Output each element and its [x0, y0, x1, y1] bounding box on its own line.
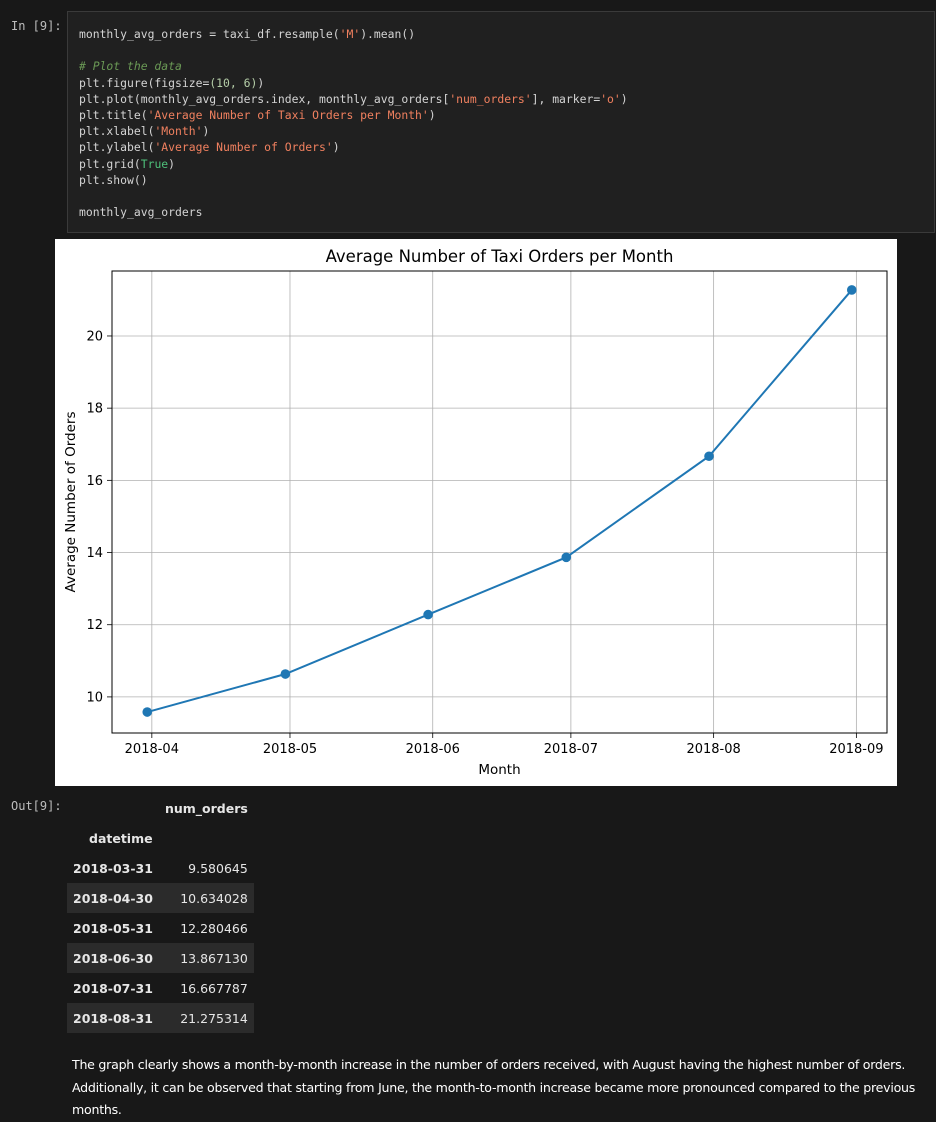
row-index: 2018-05-31 [73, 920, 153, 936]
row-value: 12.280466 [180, 920, 248, 936]
code-token: 'num_orders' [449, 91, 532, 106]
table-row: 2018-08-31 21.275314 [67, 1003, 254, 1033]
data-point [846, 285, 857, 295]
code-line: plt.grid(True) [79, 156, 628, 172]
chart-title: Average Number of Taxi Orders per Month [326, 247, 674, 266]
table-row: 2018-07-31 16.667787 [67, 973, 254, 1003]
row-index: 2018-07-31 [73, 980, 153, 996]
code-token: 'M' [339, 27, 361, 41]
row-value: 21.275314 [158, 1003, 254, 1033]
code-line: plt.title('Average Number of Taxi Orders… [79, 107, 628, 123]
line-chart: 10 12 14 16 18 20 2018-04 2018-05 2018-06 2018-07… [63, 247, 888, 778]
row-index: 2018-04-30 [67, 883, 159, 913]
x-tick-label: 2018-04 [125, 742, 179, 757]
code-token: 'Month' [154, 124, 203, 139]
plot-output: 10 12 14 16 18 20 2018-04 2018-05 2018-06 2018-07… [55, 239, 897, 786]
code-token: plt.figure(figsize= [79, 75, 210, 90]
dataframe-output: num_orders datetime 2018-03-31 9.580645 20… [67, 793, 254, 1033]
x-tick-label: 2018-08 [686, 742, 740, 757]
dataframe-body: 2018-03-31 9.580645 2018-04-30 10.634028 201… [67, 853, 254, 1033]
code-token: ) [168, 156, 176, 171]
y-tick-label: 14 [86, 546, 103, 561]
index-name-datetime: datetime [89, 830, 153, 846]
empty-header-cell [159, 823, 254, 853]
data-point [280, 669, 291, 679]
x-tick-label: 2018-07 [544, 742, 598, 757]
code-token: ) [257, 75, 265, 90]
code-line: plt.plot(monthly_avg_orders.index, month… [79, 91, 628, 107]
output-prompt: Out[9]: [11, 799, 62, 813]
data-point [142, 707, 153, 717]
data-point [704, 451, 714, 462]
x-tick-label: 2018-05 [263, 742, 317, 757]
column-header-num-orders: num_orders [164, 800, 248, 816]
code-token: plt.grid( [79, 156, 141, 171]
row-index: 2018-03-31 [73, 860, 153, 876]
code-line: plt.ylabel('Average Number of Orders') [79, 139, 628, 155]
code-token: True [140, 156, 169, 171]
plot-frame [111, 270, 888, 734]
code-line: plt.figure(figsize=(10, 6)) [79, 75, 628, 91]
table-row: 2018-03-31 9.580645 [67, 853, 254, 883]
data-point [561, 552, 572, 563]
row-value: 10.634028 [158, 883, 254, 913]
table-row: 2018-05-31 12.280466 [67, 913, 254, 943]
y-tick-label: 10 [86, 690, 103, 705]
row-value: 9.580645 [188, 860, 248, 876]
code-line: monthly_avg_orders [79, 204, 628, 220]
row-value: 13.867130 [158, 943, 254, 973]
code-token: plt.ylabel( [79, 140, 155, 155]
code-line: plt.xlabel('Month') [79, 123, 628, 139]
code-cell[interactable]: monthly_avg_orders = taxi_df.resample('M… [67, 11, 935, 233]
table-row: 2018-04-30 10.634028 [67, 883, 254, 913]
code-token: monthly_avg_orders = taxi_df.resample( [79, 27, 340, 41]
code-token: 'Average Number of Taxi Orders per Month… [147, 107, 429, 122]
code-token: ], marker= [531, 91, 601, 106]
y-tick-label: 20 [86, 329, 103, 344]
series-line [146, 289, 853, 714]
code-token: ).mean() [360, 27, 416, 41]
code-token: plt.title( [79, 107, 148, 122]
code-line [79, 188, 628, 204]
x-tick-label: 2018-09 [829, 742, 883, 757]
code-token: # Plot the data [79, 59, 182, 74]
code-token: (10, 6) [209, 75, 258, 90]
code-token: monthly_avg_orders [79, 205, 203, 220]
y-tick-label: 18 [86, 402, 103, 417]
code-token: plt.show() [79, 172, 148, 187]
code-token: plt.plot(monthly_avg_orders.index, month… [79, 91, 450, 106]
code-token: 'Average Number of Orders' [154, 140, 333, 155]
code-token: 'o' [600, 91, 621, 106]
x-tick-label: 2018-06 [406, 742, 460, 757]
markdown-conclusion: The graph clearly shows a month-by-month… [72, 1057, 916, 1117]
code-line: monthly_avg_orders = taxi_df.resample('M… [79, 26, 628, 42]
code-token: ) [620, 91, 628, 106]
code-token: ) [332, 140, 340, 155]
row-value: 16.667787 [180, 980, 248, 996]
code-token: ) [428, 107, 436, 122]
code-line [79, 42, 628, 58]
code-line: plt.show() [79, 172, 628, 188]
code-token: ) [202, 124, 210, 139]
y-tick-label: 12 [86, 618, 103, 633]
code-editor[interactable]: monthly_avg_orders = taxi_df.resample('M… [79, 26, 628, 220]
table-row: 2018-06-30 13.867130 [67, 943, 254, 973]
data-point [423, 609, 433, 620]
code-line: # Plot the data [79, 58, 628, 74]
corner-cell [67, 793, 159, 823]
row-index: 2018-08-31 [67, 1003, 159, 1033]
code-token: plt.xlabel( [79, 124, 155, 139]
x-axis-label: Month [478, 762, 520, 778]
y-axis-label: Average Number of Orders [63, 412, 79, 593]
row-index: 2018-06-30 [67, 943, 159, 973]
y-tick-label: 16 [86, 474, 103, 489]
input-prompt: In [9]: [11, 19, 62, 33]
